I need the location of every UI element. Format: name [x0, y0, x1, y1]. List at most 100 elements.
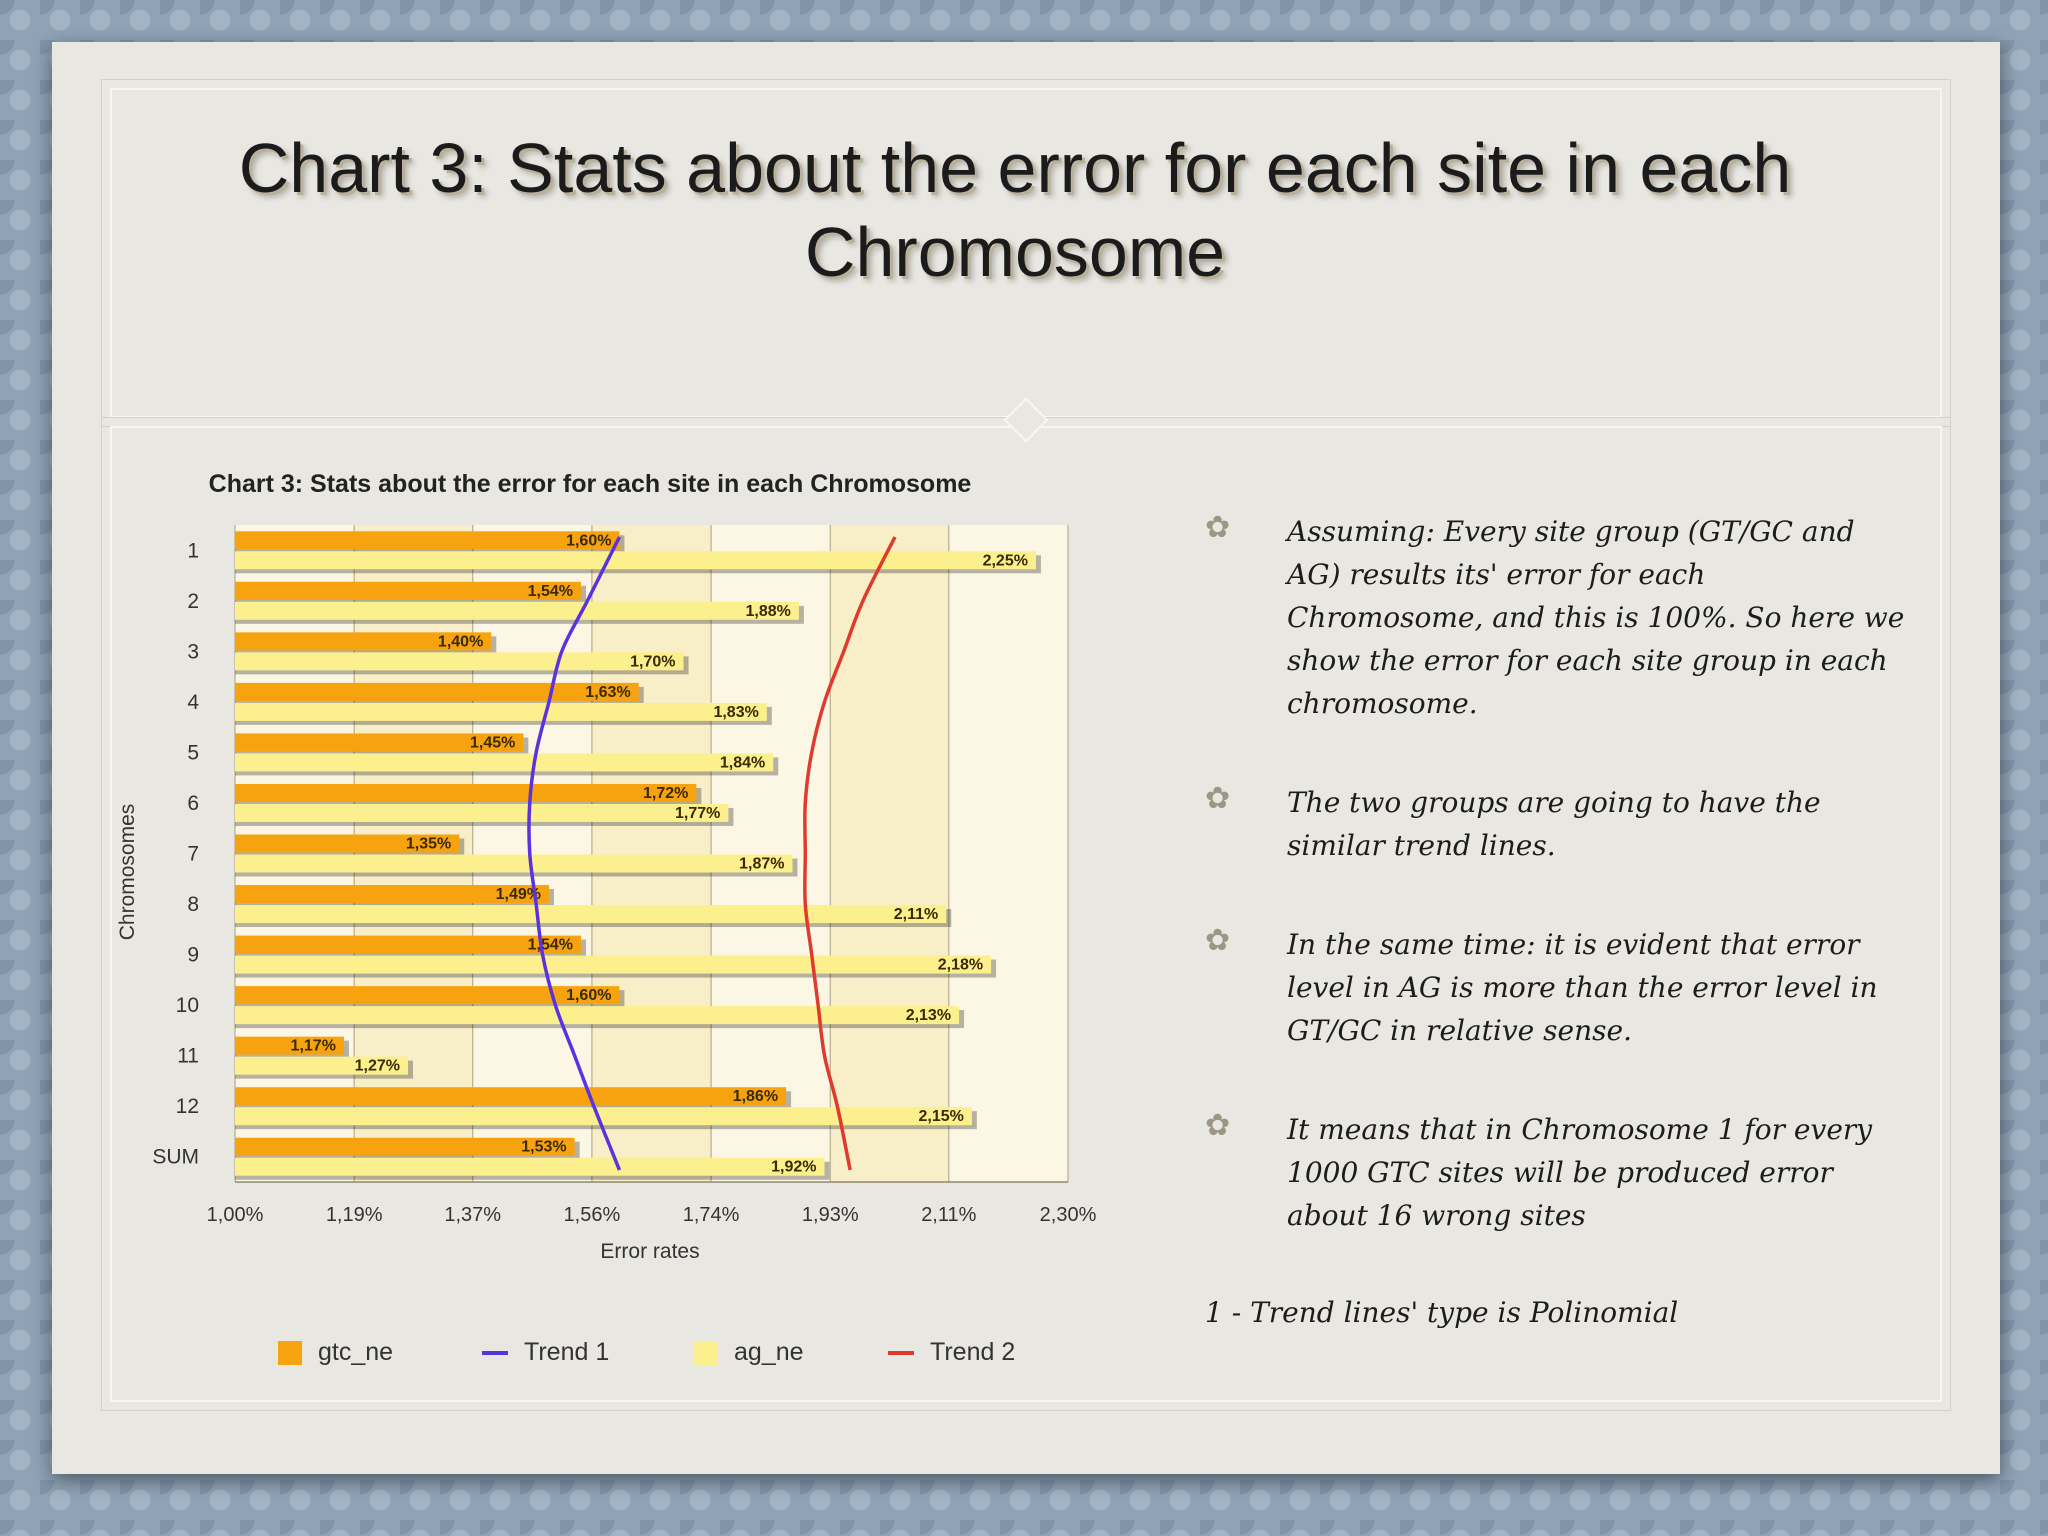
- data-label-gtc-ne: 1,45%: [470, 734, 515, 751]
- flower-bullet-icon: ✿: [1205, 510, 1231, 545]
- x-tick-label: 1,37%: [444, 1204, 501, 1226]
- data-label-ag-ne: 2,25%: [983, 552, 1028, 569]
- legend-label-ag-ne: ag_ne: [734, 1338, 804, 1366]
- chart-bars: 1,60% 2,25% 1,54% 1,88% 1,40% 1,70%1,63% 1,83%…: [235, 531, 1041, 1180]
- bullet-text: In the same time: it is evident that err…: [1287, 928, 1878, 1047]
- data-label-gtc-ne: 1,54%: [528, 583, 573, 600]
- category-label: 4: [187, 691, 199, 714]
- category-label: 5: [187, 741, 199, 764]
- category-label: 1: [187, 539, 199, 562]
- bar-gtc-ne: [235, 834, 460, 853]
- category-label: 7: [187, 843, 199, 866]
- data-label-gtc-ne: 1,53%: [521, 1139, 566, 1156]
- bar-gtc-ne: [235, 783, 697, 802]
- category-label: 2: [187, 590, 199, 613]
- category-label: 6: [187, 792, 199, 815]
- data-label-ag-ne: 2,15%: [919, 1108, 964, 1125]
- bar-gtc-ne: [235, 986, 620, 1005]
- bullet-text: Assuming: Every site group (GT/GC and AG…: [1287, 515, 1905, 720]
- x-tick-label: 2,30%: [1040, 1204, 1097, 1226]
- plot-band: [591, 525, 712, 1182]
- legend-swatch-ag-ne: [694, 1340, 718, 1365]
- legend-swatch-gtc-ne: [278, 1340, 302, 1365]
- data-label-ag-ne: 1,88%: [746, 603, 791, 620]
- bar-ag-ne: [235, 1006, 960, 1025]
- chart-x-tick-labels: 1,00% 1,19% 1,37% 1,56% 1,74% 1,93% 2,11% 2,30%: [207, 1204, 1097, 1226]
- bar-gtc-ne: [235, 733, 524, 752]
- plot-band: [711, 525, 831, 1182]
- data-label-ag-ne: 2,18%: [938, 957, 983, 974]
- bullet-text: The two groups are going to have the sim…: [1287, 786, 1821, 862]
- trendline-1: [527, 536, 622, 1171]
- data-label-gtc-ne: 1,35%: [406, 836, 451, 853]
- bar-ag-ne: [235, 1056, 409, 1075]
- bar-ag-ne: [235, 955, 992, 974]
- data-label-ag-ne: 1,77%: [675, 805, 720, 822]
- slide-title: Chart 3: Stats about the error for each …: [238, 129, 1792, 291]
- category-label: 9: [187, 944, 199, 967]
- bar-ag-ne: [235, 803, 729, 822]
- category-label: 3: [187, 640, 199, 663]
- chart-trendlines: [527, 536, 897, 1171]
- chart-legend: gtc_ne Trend 1 ag_ne Trend 2: [278, 1338, 1058, 1378]
- plot-band: [472, 525, 592, 1182]
- data-label-gtc-ne: 1,60%: [566, 532, 611, 549]
- data-label-ag-ne: 1,92%: [771, 1159, 816, 1176]
- category-label: 11: [177, 1045, 199, 1068]
- bar-gtc-ne: [235, 682, 639, 701]
- bar-ag-ne: [235, 702, 767, 721]
- bullet-text: It means that in Chromosome 1 for every …: [1287, 1113, 1873, 1232]
- data-label-ag-ne: 2,13%: [906, 1007, 951, 1024]
- chart-x-axis-label: Error rates: [600, 1240, 699, 1263]
- bar-gtc-ne: [235, 885, 549, 904]
- x-tick-label: 2,11%: [921, 1204, 976, 1226]
- bar-gtc-ne: [235, 632, 492, 651]
- data-label-gtc-ne: 1,54%: [528, 937, 573, 954]
- legend-label-trend-2: Trend 2: [930, 1338, 1016, 1366]
- bar-gtc-ne: [235, 581, 582, 600]
- bar-ag-ne: [235, 551, 1036, 570]
- x-tick-label: 1,19%: [326, 1204, 383, 1226]
- data-label-ag-ne: 1,70%: [630, 653, 675, 670]
- data-label-gtc-ne: 1,60%: [566, 987, 611, 1004]
- bullet-item: ✿ The two groups are going to have the s…: [1205, 781, 1905, 867]
- bar-ag-ne: [235, 652, 684, 671]
- legend-item-trend-2: Trend 2: [888, 1338, 1015, 1367]
- bar-gtc-ne: [235, 935, 582, 954]
- legend-label-gtc-ne: gtc_ne: [318, 1338, 394, 1366]
- legend-item-gtc-ne: gtc_ne: [278, 1338, 393, 1367]
- legend-swatch-trend-1: [482, 1350, 508, 1355]
- flower-bullet-icon: ✿: [1205, 781, 1231, 816]
- category-label: SUM: [152, 1146, 199, 1169]
- chart-title: Chart 3: Stats about the error for each …: [208, 470, 972, 498]
- data-label-gtc-ne: 1,72%: [643, 785, 688, 802]
- flower-bullet-icon: ✿: [1205, 1108, 1231, 1143]
- data-label-ag-ne: 1,83%: [713, 704, 758, 721]
- bar-gtc-ne: [235, 531, 620, 550]
- x-tick-label: 1,93%: [802, 1204, 859, 1226]
- bullet-item: ✿ It means that in Chromosome 1 for ever…: [1205, 1108, 1905, 1237]
- x-tick-label: 1,56%: [564, 1204, 621, 1226]
- legend-label-trend-1: Trend 1: [524, 1338, 610, 1366]
- slide-frame: [52, 42, 2000, 1474]
- data-label-gtc-ne: 1,49%: [496, 886, 541, 903]
- x-tick-label: 1,00%: [207, 1204, 264, 1226]
- bar-ag-ne: [235, 1157, 825, 1176]
- data-label-ag-ne: 2,11%: [894, 906, 938, 923]
- bullet-list: ✿ Assuming: Every site group (GT/GC and …: [1205, 510, 1905, 1237]
- bar-ag-ne: [235, 753, 774, 772]
- flower-bullet-icon: ✿: [1205, 923, 1231, 958]
- data-label-gtc-ne: 1,86%: [733, 1088, 778, 1105]
- data-label-gtc-ne: 1,17%: [291, 1038, 336, 1055]
- bar-ag-ne: [235, 601, 799, 620]
- category-label: 12: [176, 1095, 199, 1118]
- bullet-item: ✿ Assuming: Every site group (GT/GC and …: [1205, 510, 1905, 725]
- category-label: 10: [176, 994, 199, 1017]
- bar-ag-ne: [235, 905, 947, 924]
- legend-swatch-trend-2: [888, 1350, 914, 1355]
- category-label: 8: [187, 893, 199, 916]
- trendline-2: [803, 536, 897, 1171]
- bar-ag-ne: [235, 854, 793, 873]
